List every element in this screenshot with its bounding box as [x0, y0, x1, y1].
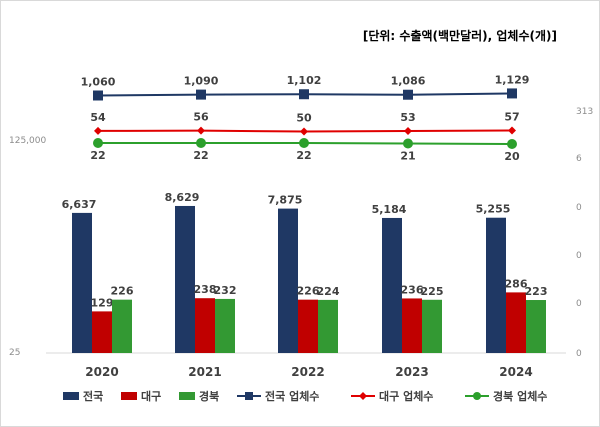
x-tick-label: 2024 [499, 365, 532, 379]
legend-marker [359, 392, 367, 400]
left-axis-tick: 125,000 [9, 136, 46, 146]
marker-square [403, 89, 413, 100]
line-label: 22 [90, 149, 105, 162]
legend-label: 대구 업체수 [379, 389, 433, 403]
unit-note: [단위: 수출액(백만달러), 업체수(개)] [362, 29, 557, 43]
right-axis-tick: 0 [576, 299, 582, 309]
bar-대구 [298, 299, 318, 353]
bar-label: 7,875 [268, 194, 303, 207]
line-label: 1,102 [287, 74, 322, 87]
legend-label: 대구 [141, 389, 161, 403]
bar-label: 226 [111, 285, 134, 298]
marker-square [507, 88, 517, 99]
marker-circle [93, 138, 103, 148]
line-label: 56 [193, 111, 209, 124]
legend-label: 전국 [83, 389, 103, 403]
legend-marker [245, 392, 253, 400]
left-axis-tick: 25 [9, 348, 20, 358]
marker-circle [403, 138, 413, 149]
right-axis-tick: 0 [576, 203, 582, 213]
right-axis-tick: 0 [576, 349, 582, 359]
right-axis-tick: 313 [576, 107, 593, 117]
bar-label: 223 [525, 285, 548, 298]
legend-swatch [179, 392, 195, 400]
bar-label: 232 [214, 284, 237, 297]
bar-전국 [175, 205, 195, 353]
bar-대구 [195, 298, 215, 353]
bar-경북 [215, 298, 235, 353]
x-tick-label: 2022 [291, 365, 324, 379]
bar-전국 [72, 212, 92, 353]
line-label: 57 [504, 110, 519, 123]
line-label: 22 [193, 149, 208, 162]
x-tick-label: 2023 [395, 365, 428, 379]
line-label: 1,090 [184, 75, 219, 88]
line-label: 50 [296, 112, 312, 125]
marker-diamond [300, 127, 308, 136]
bar-label: 8,629 [165, 191, 200, 204]
line-label: 1,129 [495, 73, 530, 86]
marker-square [299, 89, 309, 100]
bar-label: 238 [194, 283, 217, 296]
bar-경북 [526, 300, 546, 353]
marker-diamond [404, 127, 412, 136]
legend-swatch [63, 392, 79, 400]
legend-label: 경북 업체수 [493, 389, 547, 403]
line-label: 54 [90, 111, 106, 124]
right-axis-tick: 0 [576, 251, 582, 261]
marker-circle [507, 139, 517, 149]
x-tick-label: 2020 [85, 365, 118, 379]
marker-circle [299, 138, 309, 148]
bar-대구 [506, 292, 526, 353]
bar-label: 129 [91, 296, 114, 309]
bar-경북 [318, 299, 338, 353]
marker-circle [196, 138, 206, 148]
bar-label: 286 [505, 277, 528, 290]
bar-label: 236 [401, 283, 424, 296]
line-label: 1,086 [391, 75, 426, 88]
marker-diamond [197, 126, 205, 135]
bar-대구 [402, 298, 422, 353]
line-label: 53 [400, 111, 415, 124]
right-axis-tick: 6 [576, 154, 582, 164]
bar-label: 224 [317, 285, 340, 298]
marker-square [196, 89, 206, 100]
x-tick-label: 2021 [188, 365, 221, 379]
bar-경북 [112, 299, 132, 353]
marker-diamond [508, 126, 516, 135]
legend-label: 전국 업체수 [265, 389, 319, 403]
line-label: 22 [296, 149, 311, 162]
bar-전국 [382, 217, 402, 353]
line-label: 1,060 [81, 76, 116, 89]
legend-label: 경북 [199, 389, 219, 403]
bar-대구 [92, 311, 112, 353]
legend-swatch [121, 392, 137, 400]
bar-label: 5,184 [372, 203, 407, 216]
bar-전국 [486, 217, 506, 353]
line-label: 20 [504, 150, 520, 163]
bar-경북 [422, 299, 442, 353]
line-label: 21 [400, 150, 415, 163]
bar-전국 [278, 208, 298, 353]
bar-label: 225 [421, 285, 444, 298]
marker-diamond [94, 126, 102, 135]
bar-label: 6,637 [62, 198, 97, 211]
marker-square [93, 90, 103, 101]
legend-marker [473, 392, 481, 400]
bar-label: 226 [297, 285, 320, 298]
bar-label: 5,255 [476, 203, 511, 216]
